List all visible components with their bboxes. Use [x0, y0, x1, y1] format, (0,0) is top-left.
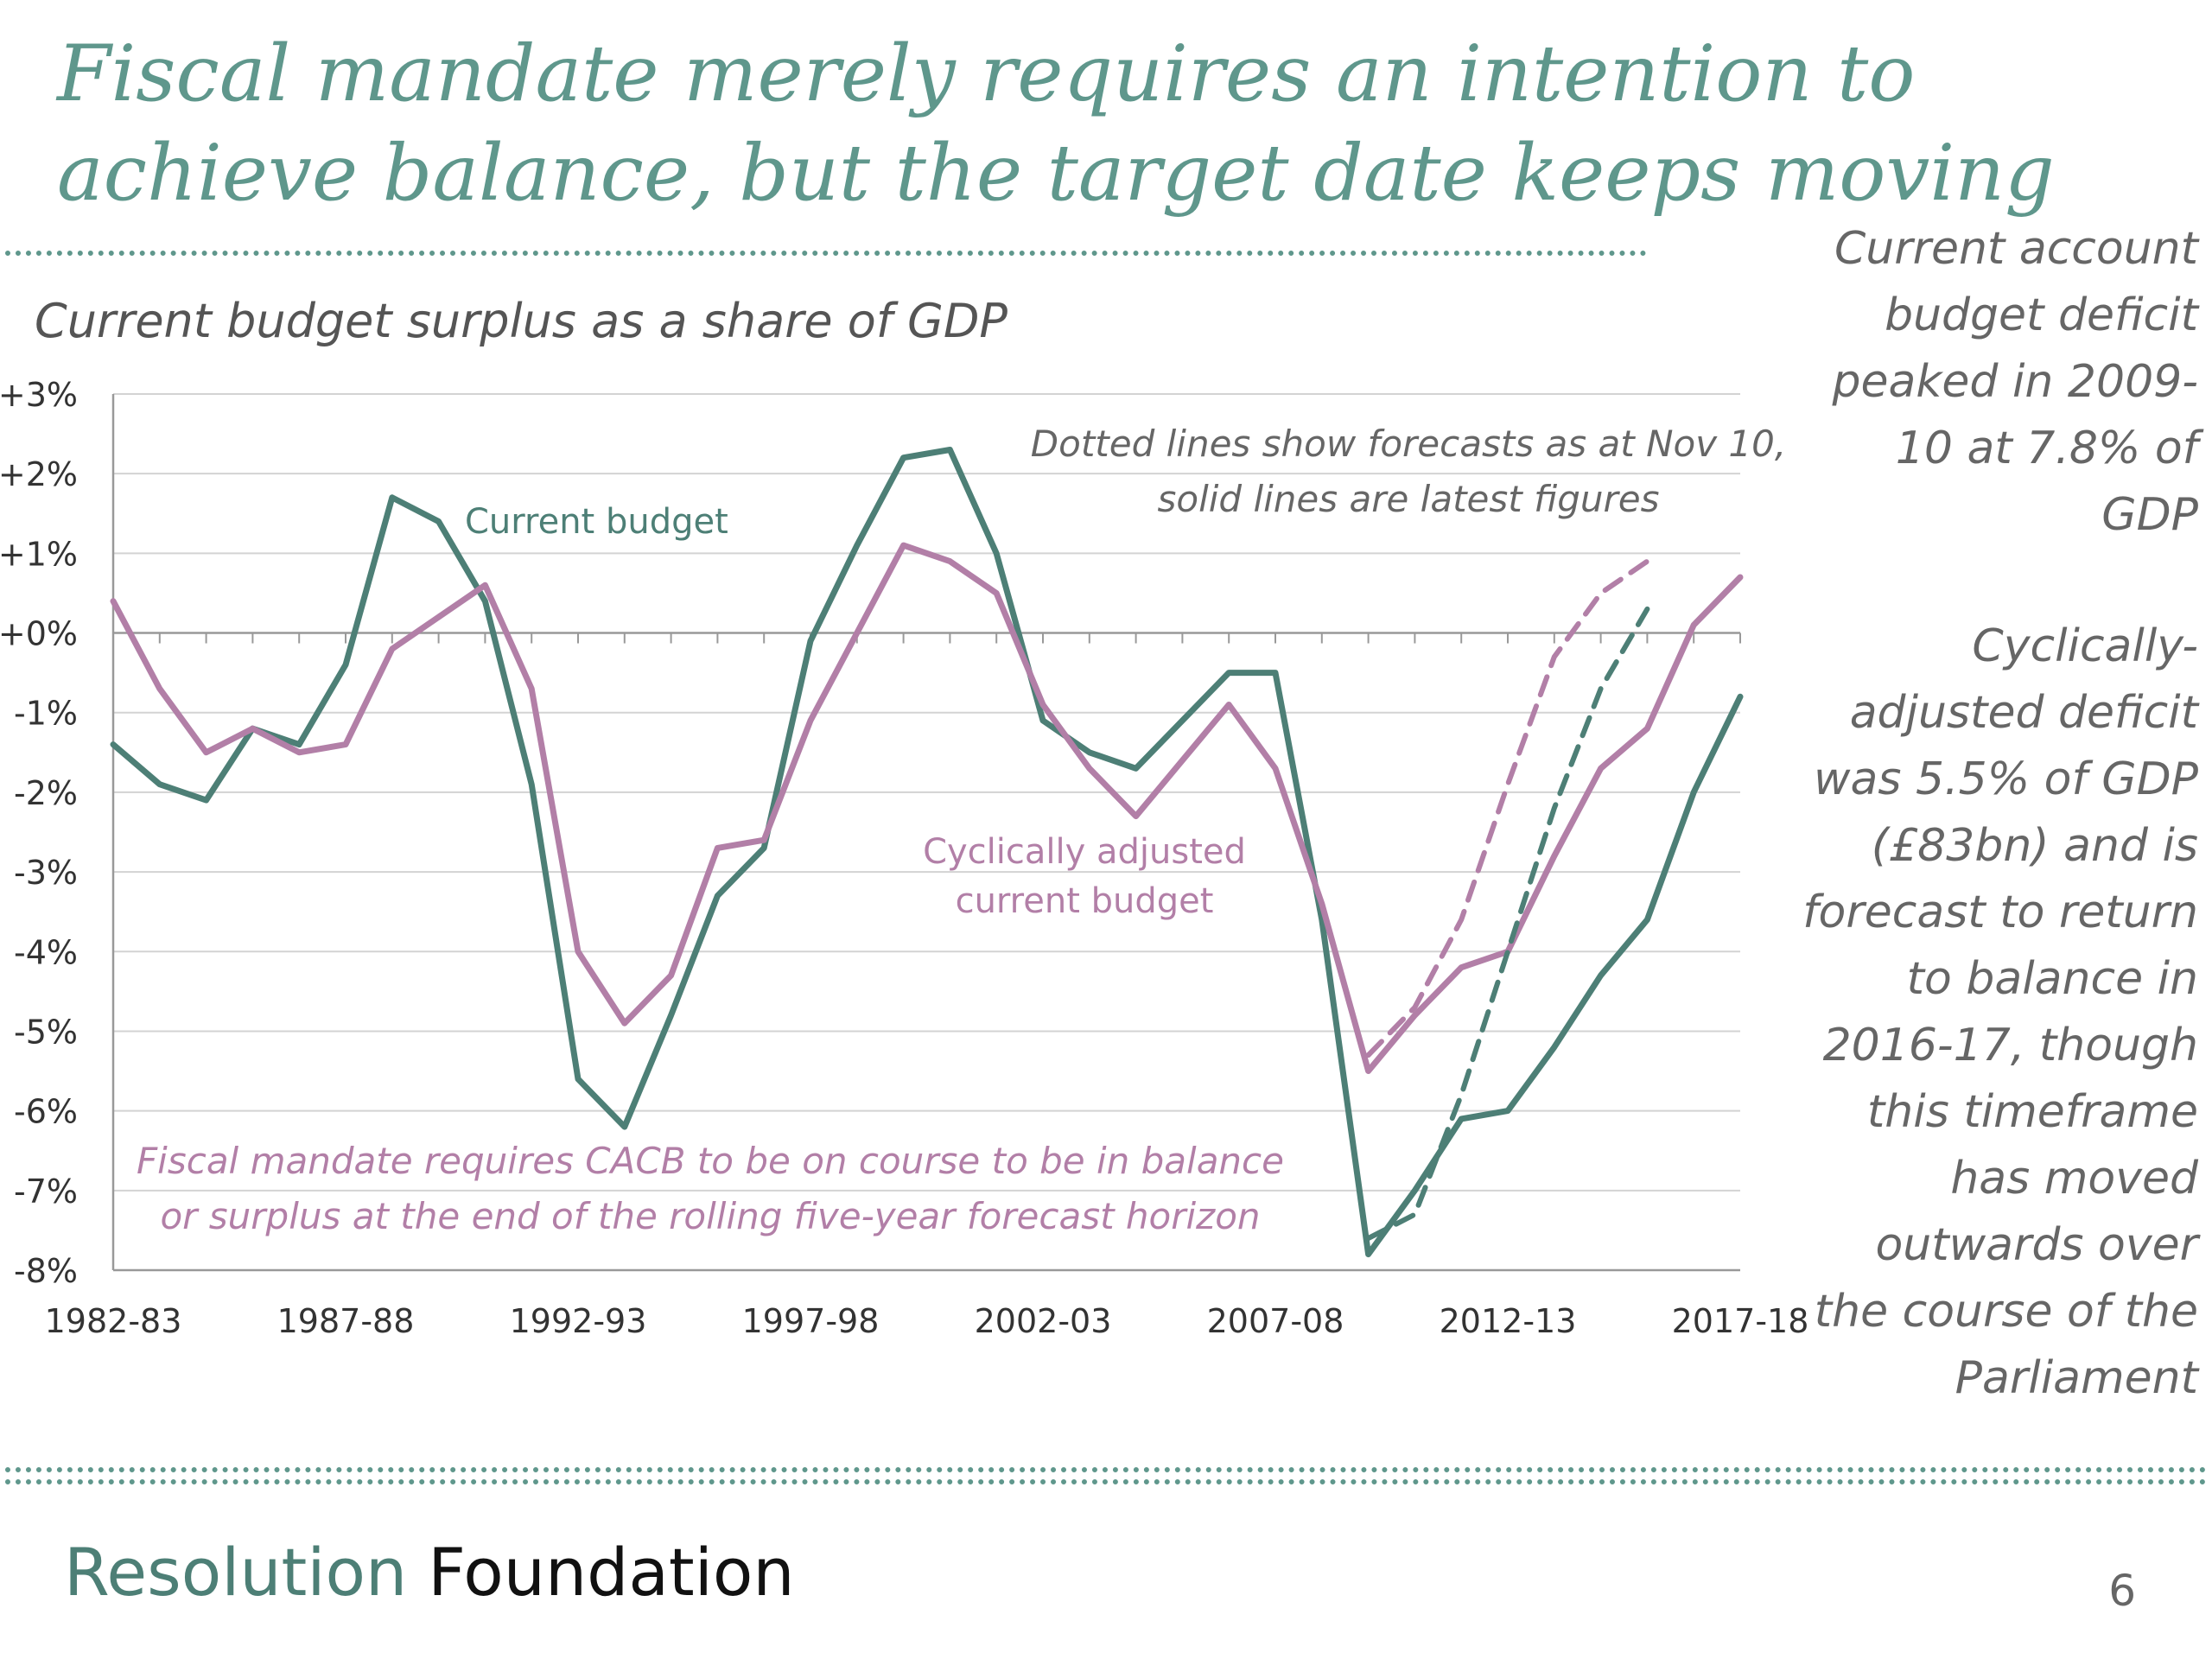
x-tick-label: 1997-98 [742, 1302, 880, 1340]
y-tick-label: +2% [0, 455, 78, 493]
y-tick-label: -5% [14, 1013, 78, 1051]
footer-divider-top [5, 1467, 2207, 1472]
axes [111, 394, 1741, 1272]
commentary-peak-deficit: Current account budget deficit peaked in… [1832, 223, 2198, 541]
slide-title: Fiscal mandate merely requires an intent… [57, 24, 2055, 223]
y-tick-label: +0% [0, 615, 78, 653]
y-tick-label: +3% [0, 376, 78, 414]
resolution-foundation-logo: Resolution Foundation [64, 1534, 795, 1611]
x-tick-label: 2012-13 [1440, 1302, 1577, 1340]
note-dotted-lines-line1: Dotted lines show forecasts as at Nov 10… [1031, 423, 1786, 465]
logo-word-resolution: Resolution [64, 1534, 408, 1611]
y-tick-label: -7% [14, 1173, 78, 1211]
label-current-budget: Current budget [465, 502, 728, 542]
series-lines [110, 447, 1744, 1258]
series-line-current-budget-forecast-nov-10 [1365, 606, 1650, 1242]
x-tick-label: 1982-83 [45, 1302, 182, 1340]
title-divider [5, 251, 1647, 256]
series-line-cyclically-adjusted-forecast-nov-10 [1365, 558, 1650, 1058]
slide-title-line-1: Fiscal mandate merely requires an intent… [57, 29, 1916, 119]
series-line-cyclically-adjusted-current-budget [110, 542, 1744, 1074]
label-cyclically-adjusted-line2: current budget [956, 881, 1214, 921]
y-tick-label: -2% [14, 774, 78, 812]
note-dotted-lines-line2: solid lines are latest figures [1158, 478, 1660, 520]
label-cyclically-adjusted-line1: Cyclically adjusted [923, 832, 1246, 872]
page-number: 6 [2108, 1566, 2136, 1616]
y-tick-labels: +3% +2% +1% +0% -1% -2% -3% -4% -5% -6% -7% -8% [0, 376, 78, 1290]
y-tick-label: -3% [14, 854, 78, 892]
y-tick-label: -8% [14, 1252, 78, 1290]
note-fiscal-mandate-line1: Fiscal mandate requires CACB to be on co… [137, 1140, 1284, 1182]
chart-title: Current budget surplus as a share of GDP [35, 294, 1007, 348]
logo-word-foundation: Foundation [428, 1534, 795, 1611]
x-tick-label: 1992-93 [510, 1302, 647, 1340]
series-line-current-budget [110, 447, 1744, 1258]
commentary-cyclically-adjusted: Cyclically- adjusted deficit was 5.5% of… [1802, 620, 2198, 1404]
x-tick-label: 2002-03 [975, 1302, 1112, 1340]
x-tick-label: 2017-18 [1672, 1302, 1809, 1340]
x-tick-label: 1987-88 [277, 1302, 415, 1340]
x-tick-labels: 1982-83 1987-88 1992-93 1997-98 2002-03 2007-… [45, 1302, 1809, 1340]
y-tick-label: -4% [14, 933, 78, 971]
y-tick-label: +1% [0, 535, 78, 573]
slide-title-line-2: achieve balance, but the target date kee… [57, 128, 2055, 219]
y-tick-label: -1% [14, 695, 78, 733]
note-fiscal-mandate-line2: or surplus at the end of the rolling fiv… [160, 1195, 1260, 1237]
y-tick-label: -6% [14, 1093, 78, 1131]
footer-divider-bottom [5, 1479, 2207, 1484]
x-tick-label: 2007-08 [1207, 1302, 1344, 1340]
